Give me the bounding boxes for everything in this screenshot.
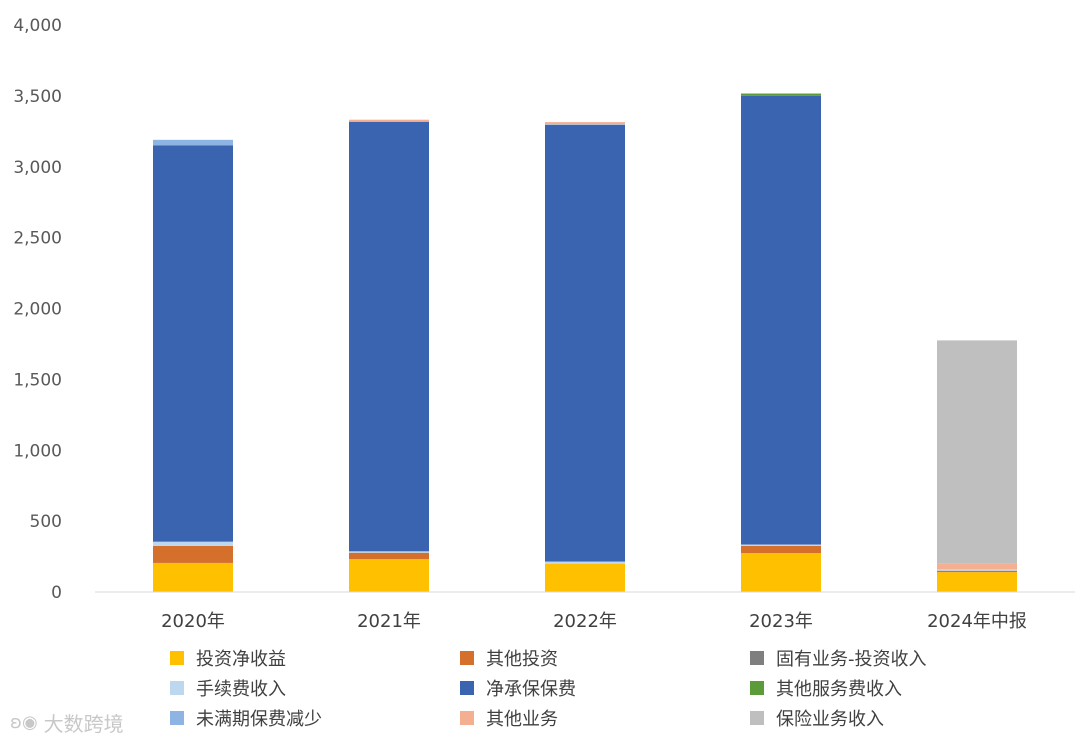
y-tick-label: 2,000 (13, 300, 62, 320)
y-tick-label: 0 (51, 583, 62, 603)
bar-segment (349, 119, 429, 122)
stacked-bar-chart: 05001,0001,5002,0002,5003,0003,5004,000 … (13, 16, 1075, 632)
watermark: ʚ◉ 大数跨境 (10, 708, 124, 737)
bar-segment (937, 572, 1017, 592)
x-tick-label: 2023年 (749, 611, 813, 632)
legend-swatch (750, 681, 764, 695)
bar-segment (153, 139, 233, 146)
legend-item: 投资净收益 (170, 646, 460, 670)
legend-item: 其他投资 (460, 646, 750, 670)
bar-segment (153, 545, 233, 563)
legend-swatch (460, 681, 474, 695)
bar-segment (741, 545, 821, 554)
y-tick-label: 3,000 (13, 158, 62, 178)
bar-segment (349, 551, 429, 553)
bar-segment (349, 559, 429, 592)
bar-segment (741, 93, 821, 96)
legend-label: 其他业务 (486, 709, 558, 730)
legend-swatch (170, 651, 184, 665)
legend-item: 未满期保费减少 (170, 706, 460, 730)
x-tick-label: 2021年 (357, 611, 421, 632)
bar-segment (741, 553, 821, 592)
bars (153, 93, 1017, 592)
bar-segment (545, 122, 625, 125)
bar-segment (153, 145, 233, 542)
legend-item: 保险业务收入 (750, 706, 1050, 730)
legend-label: 手续费收入 (196, 679, 286, 700)
legend-item: 净承保保费 (460, 676, 750, 700)
y-tick-label: 1,000 (13, 441, 62, 461)
legend-label: 净承保保费 (486, 679, 576, 700)
bar-segment (545, 124, 625, 125)
y-tick-label: 4,000 (13, 16, 62, 36)
bar-segment (937, 340, 1017, 564)
bar-segment (545, 561, 625, 564)
legend-swatch (460, 711, 474, 725)
legend-label: 保险业务收入 (776, 709, 884, 730)
y-tick-label: 1,500 (13, 370, 62, 390)
bar-segment (153, 562, 233, 592)
bar-segment (349, 121, 429, 552)
bar-segment (545, 563, 625, 592)
duck-logo-icon: ʚ◉ (10, 712, 38, 733)
legend-item: 手续费收入 (170, 676, 460, 700)
legend-swatch (170, 711, 184, 725)
bar-segment (741, 95, 821, 545)
y-tick-label: 3,500 (13, 87, 62, 107)
legend-swatch (750, 651, 764, 665)
legend-label: 固有业务-投资收入 (776, 649, 927, 670)
legend-label: 其他服务费收入 (776, 679, 902, 700)
bar-segment (349, 121, 429, 122)
x-axis: 2020年 2021年 2022年 2023年 2024年中报 (161, 611, 1027, 632)
bar-segment (741, 544, 821, 546)
legend-label: 其他投资 (486, 649, 558, 670)
legend-label: 未满期保费减少 (196, 709, 322, 730)
bar-segment (349, 552, 429, 560)
legend-swatch (460, 651, 474, 665)
legend-label: 投资净收益 (196, 649, 286, 670)
y-tick-label: 2,500 (13, 229, 62, 249)
y-tick-label: 500 (30, 512, 62, 532)
legend-item: 其他业务 (460, 706, 750, 730)
legend-item: 其他服务费收入 (750, 676, 1050, 700)
bar-segment (937, 569, 1017, 571)
legend-swatch (170, 681, 184, 695)
x-tick-label: 2020年 (161, 611, 225, 632)
x-tick-label: 2024年中报 (927, 611, 1027, 632)
legend-item: 固有业务-投资收入 (750, 646, 1050, 670)
watermark-text: 大数跨境 (43, 712, 124, 736)
bar-segment (937, 563, 1017, 570)
bar-segment (937, 570, 1017, 573)
legend: 投资净收益 其他投资 固有业务-投资收入手续费收入 净承保保费 其他服务费收入未满期保费… (170, 646, 1070, 730)
bar-segment (153, 541, 233, 546)
legend-swatch (750, 711, 764, 725)
bar-segment (741, 93, 821, 94)
bar-segment (545, 124, 625, 562)
x-tick-label: 2022年 (553, 611, 617, 632)
y-axis: 0 500 1,000 1,500 2,000 2,500 3,000 3,500 4,000 (13, 16, 62, 603)
